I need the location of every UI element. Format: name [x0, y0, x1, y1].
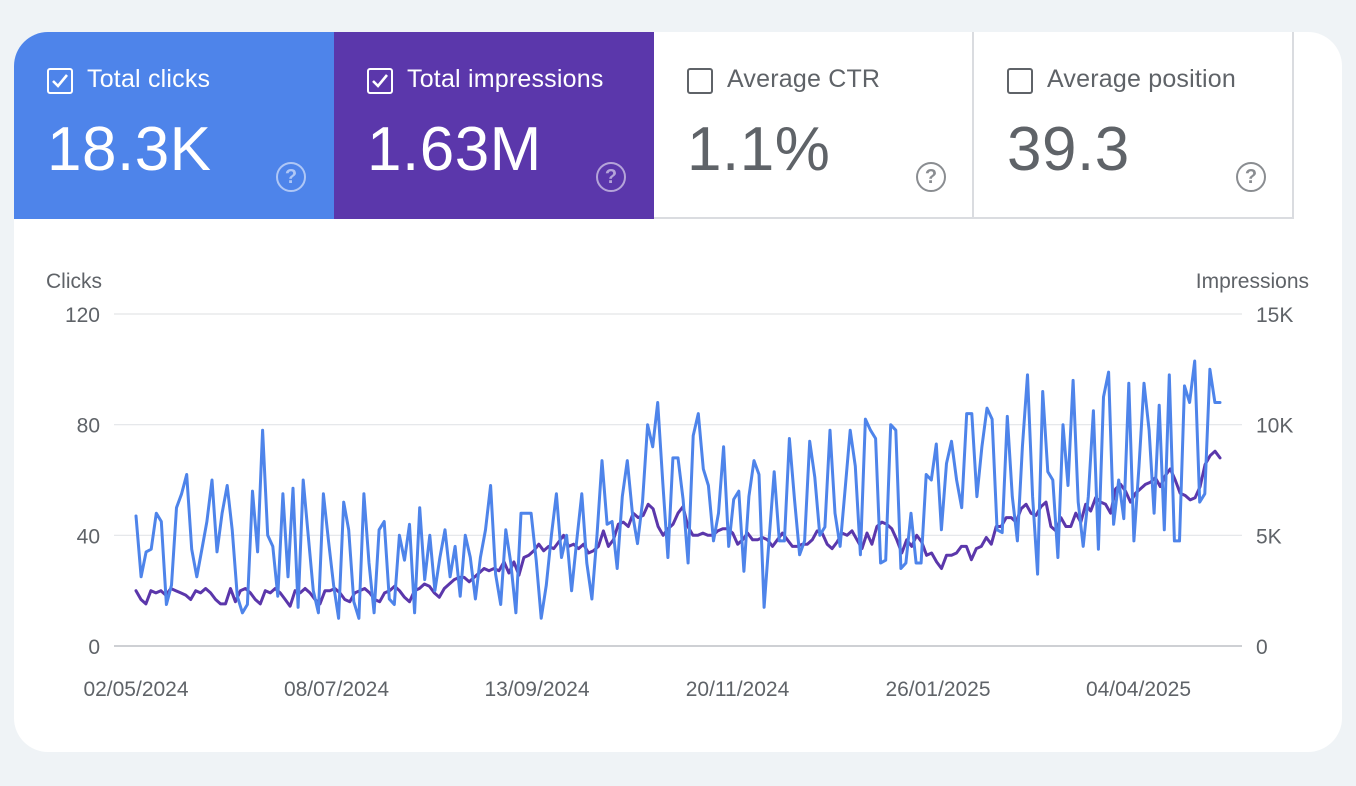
left-tick-label: 120 — [65, 304, 100, 327]
metric-total-clicks[interactable]: Total clicks 18.3K ? — [14, 32, 334, 219]
metric-label: Total impressions — [407, 65, 604, 93]
metric-label: Average position — [1047, 65, 1236, 93]
metric-value: 1.63M — [367, 115, 542, 184]
gridlines — [114, 313, 1242, 647]
metric-value: 1.1% — [687, 115, 831, 184]
left-tick-label: 0 — [88, 636, 100, 659]
metric-average-position[interactable]: Average position 39.3 ? — [974, 32, 1294, 219]
metric-average-ctr[interactable]: Average CTR 1.1% ? — [654, 32, 974, 219]
left-axis-title: Clicks — [46, 270, 102, 293]
help-icon[interactable]: ? — [916, 162, 946, 192]
x-tick-label: 26/01/2025 — [885, 678, 990, 701]
x-tick-label: 04/04/2025 — [1086, 678, 1191, 701]
help-icon[interactable]: ? — [596, 162, 626, 192]
left-tick-label: 40 — [77, 525, 100, 548]
right-tick-label: 10K — [1256, 415, 1293, 438]
x-tick-label: 13/09/2024 — [484, 678, 589, 701]
checkbox-unchecked-icon[interactable] — [687, 68, 713, 94]
performance-card: Total clicks 18.3K ? Total impressions 1… — [14, 32, 1342, 752]
help-icon[interactable]: ? — [1236, 162, 1266, 192]
right-tick-label: 5K — [1256, 525, 1282, 548]
checkbox-checked-icon[interactable] — [367, 68, 393, 94]
checkbox-checked-icon[interactable] — [47, 68, 73, 94]
metric-tabs: Total clicks 18.3K ? Total impressions 1… — [14, 32, 1294, 219]
left-tick-label: 80 — [77, 415, 100, 438]
metric-label: Average CTR — [727, 65, 881, 93]
help-icon[interactable]: ? — [276, 162, 306, 192]
right-axis-title: Impressions — [1196, 270, 1309, 293]
metric-value: 18.3K — [47, 115, 212, 184]
metric-value: 39.3 — [1007, 115, 1130, 184]
clicks-series-line — [134, 359, 1222, 620]
x-tick-label: 02/05/2024 — [83, 678, 188, 701]
checkbox-unchecked-icon[interactable] — [1007, 68, 1033, 94]
axis-ticks: 0 40 80 120 0 5K 10K 15K 02/05/2024 08/07/2024 13/… — [65, 304, 1293, 701]
metric-total-impressions[interactable]: Total impressions 1.63M ? — [334, 32, 654, 219]
metric-label: Total clicks — [87, 65, 211, 93]
performance-chart: Clicks Impressions 0 40 80 120 0 5K 10K 15K 02/0… — [46, 270, 1309, 701]
x-tick-label: 20/11/2024 — [686, 678, 790, 701]
right-tick-label: 0 — [1256, 636, 1268, 659]
x-tick-label: 08/07/2024 — [284, 678, 389, 701]
series-lines — [134, 359, 1222, 620]
right-tick-label: 15K — [1256, 304, 1293, 327]
